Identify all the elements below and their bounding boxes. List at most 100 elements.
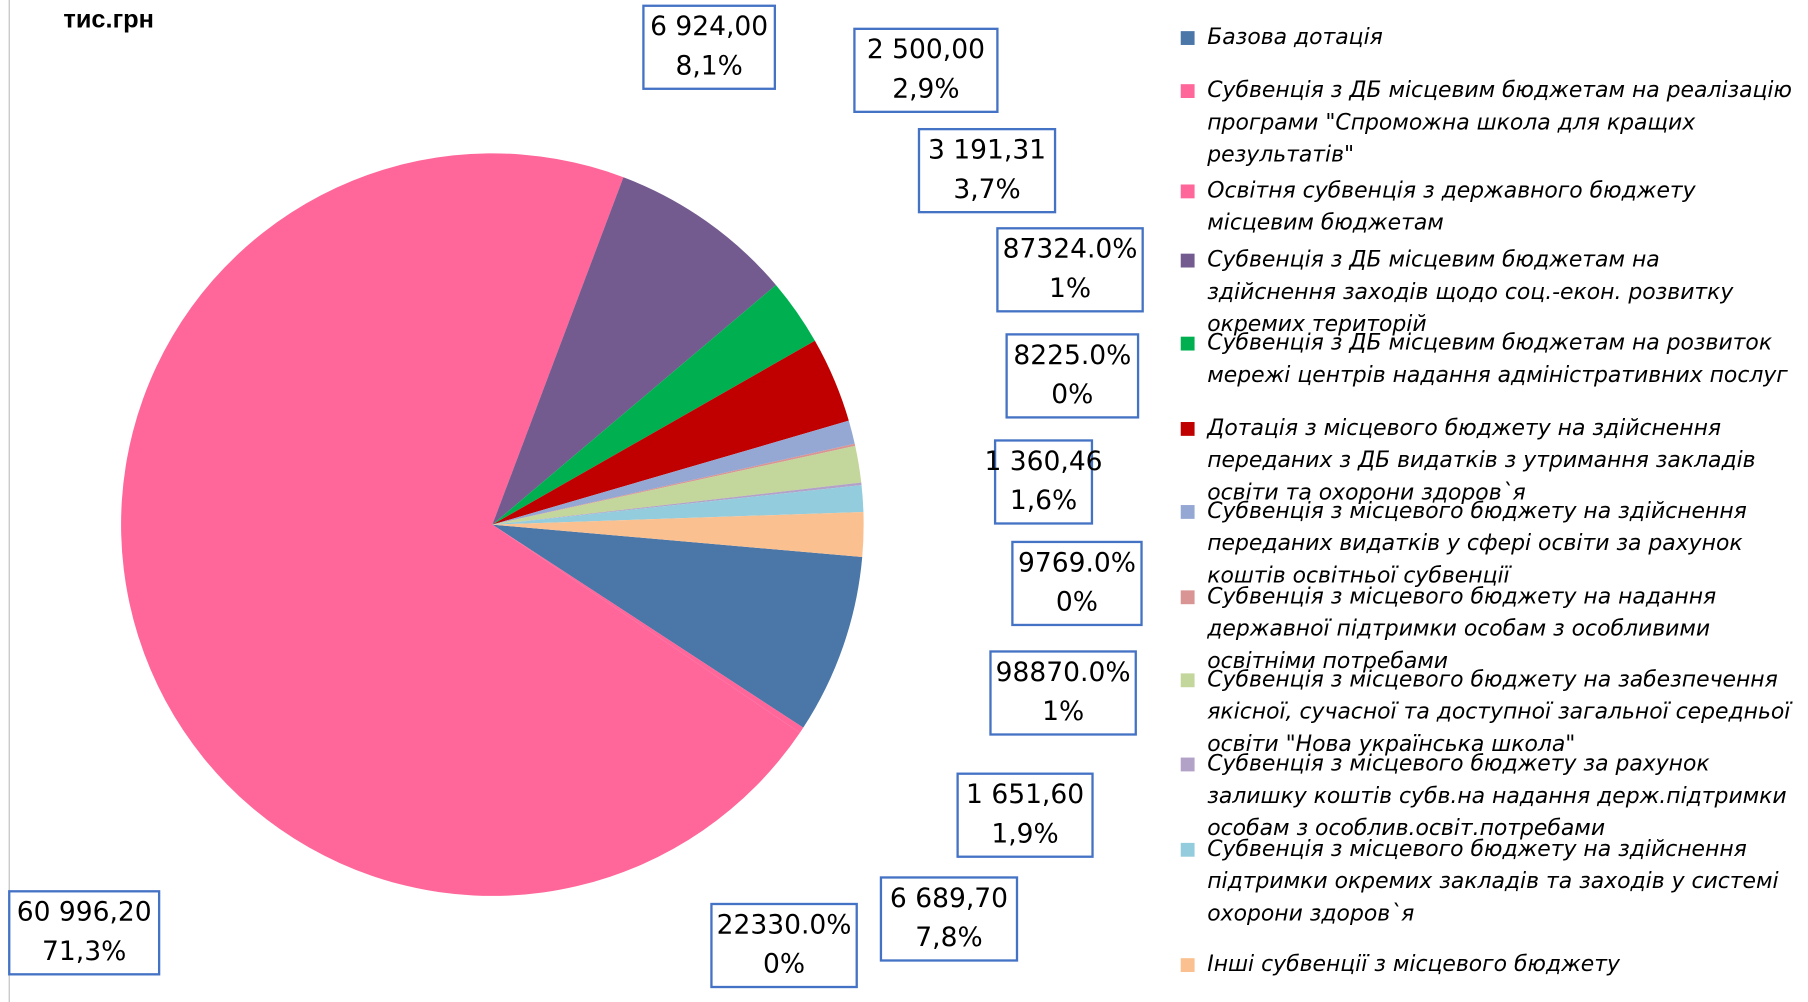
legend-line: якісної, сучасної та доступної загальної… bbox=[1207, 700, 1793, 725]
data-label-box bbox=[917, 127, 1057, 214]
data-label-value: 87324.0% bbox=[1003, 234, 1138, 265]
legend-line: Субвенція з місцевого бюджету на надання bbox=[1207, 584, 1716, 609]
data-label-percent: 8,1% bbox=[675, 50, 742, 81]
legend-marker bbox=[1180, 253, 1195, 268]
legend-line: здійснення заходів щодо соц.-екон. розви… bbox=[1207, 280, 1734, 305]
data-label-percent: 1,9% bbox=[991, 818, 1058, 849]
legend-line: програми "Спроможна школа для кращих bbox=[1207, 110, 1696, 135]
legend-line: результатів" bbox=[1206, 143, 1354, 168]
data-label-box bbox=[879, 876, 1019, 962]
legend-line: особам з особлив.освіт.потребами bbox=[1207, 816, 1605, 841]
legend-line: Субвенція з ДБ місцевим бюджетам на bbox=[1207, 248, 1659, 273]
data-label-value: 8225.0% bbox=[1013, 340, 1131, 371]
legend-line: окремих територій bbox=[1207, 312, 1426, 337]
pie-slice bbox=[492, 177, 776, 525]
data-label-value: 1 651,60 bbox=[966, 779, 1084, 810]
legend-line: переданих з ДБ видатків з утримання закл… bbox=[1207, 448, 1755, 473]
data-label-box bbox=[1011, 540, 1143, 627]
legend-line: Субвенція з ДБ місцевим бюджетам на реал… bbox=[1207, 78, 1792, 103]
legend-line: Освітня субвенція з державного бюджету bbox=[1207, 178, 1696, 203]
data-label-value: 6 924,00 bbox=[650, 11, 768, 42]
data-label-value: 98870.0% bbox=[996, 657, 1131, 688]
data-label-value: 60 996,20 bbox=[17, 897, 152, 928]
pie-slice bbox=[492, 512, 864, 557]
legend-label: Субвенція з ДБ місцевим бюджетам на реал… bbox=[1206, 78, 1792, 168]
data-label-value: 3 191,31 bbox=[928, 135, 1046, 166]
data-label-percent: 3,7% bbox=[953, 174, 1020, 205]
data-label-value: 9769.0% bbox=[1018, 547, 1136, 578]
pie-slice bbox=[121, 153, 800, 896]
legend-line: освітніми потребами bbox=[1207, 649, 1448, 674]
data-label-value: 2 500,00 bbox=[867, 34, 985, 65]
legend-label: Дотація з місцевого бюджету на здійсненн… bbox=[1206, 416, 1755, 506]
legend-marker bbox=[1180, 590, 1195, 605]
pie-slice bbox=[492, 340, 849, 525]
legend-line: Субвенція з місцевого бюджету на здійсне… bbox=[1207, 837, 1747, 862]
legend-line: освіти та охорони здоров`я bbox=[1207, 481, 1525, 506]
legend-label: Базова дотація bbox=[1207, 25, 1383, 50]
legend-label: Субвенція з місцевого бюджету на здійсне… bbox=[1207, 499, 1747, 589]
legend-line: Інші субвенції з місцевого бюджету bbox=[1207, 952, 1621, 977]
legend-label: Субвенція з місцевого бюджету за рахунок… bbox=[1207, 751, 1786, 841]
legend-line: державної підтримки особам з особливими bbox=[1206, 617, 1710, 642]
data-label-percent: 1% bbox=[1042, 696, 1084, 727]
legend-marker bbox=[1180, 842, 1195, 857]
data-label-percent: 71,3% bbox=[42, 936, 126, 967]
data-label-box bbox=[956, 772, 1094, 858]
data-label-percent: 7,8% bbox=[915, 922, 982, 953]
legend-label: Субвенція з ДБ місцевим бюджетам на здійс… bbox=[1207, 248, 1734, 338]
data-label-value: 6 689,70 bbox=[890, 883, 1008, 914]
legend-line: коштів освітньої субвенції bbox=[1207, 564, 1512, 589]
legend-line: Субвенція з місцевого бюджету на забезпе… bbox=[1207, 667, 1778, 692]
data-label-box bbox=[993, 439, 1094, 525]
legend-marker bbox=[1180, 84, 1195, 99]
data-label-percent: 0% bbox=[1051, 379, 1093, 410]
legend-label: Субвенція з місцевого бюджету на забезпе… bbox=[1207, 667, 1793, 757]
legend-line: Субвенція з місцевого бюджету за рахунок bbox=[1207, 751, 1710, 776]
pie-slice bbox=[492, 284, 815, 525]
pie-slice bbox=[492, 524, 804, 733]
legend-marker bbox=[1180, 184, 1195, 199]
data-label-percent: 0% bbox=[763, 949, 805, 980]
legend-marker bbox=[1180, 958, 1195, 973]
legend-label: Субвенція з місцевого бюджету на надання… bbox=[1206, 584, 1716, 674]
pie-slice bbox=[492, 443, 856, 525]
legend-marker bbox=[1180, 505, 1195, 519]
legend-line: мережі центрів надання адміністративних … bbox=[1207, 363, 1788, 388]
legend-line: переданих видатків у сфері освіти за рах… bbox=[1207, 531, 1743, 556]
legend-label: Освітня субвенція з державного бюджету мі… bbox=[1207, 178, 1696, 235]
legend-line: освіти "Нова українська школа" bbox=[1207, 732, 1575, 757]
chart-title: тис.грн bbox=[63, 5, 154, 33]
data-label-box bbox=[642, 4, 777, 90]
pie-slice bbox=[492, 420, 855, 525]
data-label-percent: 1,6% bbox=[1010, 485, 1077, 516]
legend-marker bbox=[1180, 336, 1195, 351]
legend-label: Субвенція з ДБ місцевим бюджетам на розв… bbox=[1207, 331, 1788, 388]
legend-marker bbox=[1180, 31, 1195, 45]
legend-line: Субвенція з місцевого бюджету на здійсне… bbox=[1207, 499, 1747, 524]
pie-slice bbox=[492, 482, 862, 525]
legend-line: підтримки окремих закладів та заходів у … bbox=[1207, 869, 1778, 894]
legend-line: залишку коштів субв.на надання держ.підт… bbox=[1207, 784, 1786, 809]
legend-marker bbox=[1180, 757, 1195, 772]
legend-marker bbox=[1180, 422, 1195, 436]
data-label-box bbox=[8, 890, 161, 976]
pie-slice bbox=[492, 524, 863, 728]
pie-slice bbox=[492, 445, 862, 525]
data-label-value: 1 360,46 bbox=[984, 446, 1102, 477]
legend-line: охорони здоров`я bbox=[1207, 901, 1414, 926]
data-label-box bbox=[853, 27, 999, 113]
data-label-box bbox=[710, 902, 858, 989]
legend-marker bbox=[1180, 673, 1195, 688]
pie-slice bbox=[492, 485, 864, 525]
data-label-box bbox=[989, 650, 1137, 736]
data-label-percent: 1% bbox=[1049, 273, 1091, 304]
legend-line: Субвенція з ДБ місцевим бюджетам на розв… bbox=[1207, 331, 1773, 356]
data-label-box bbox=[996, 227, 1144, 313]
legend-label: Інші субвенції з місцевого бюджету bbox=[1207, 952, 1621, 977]
legend-line: місцевим бюджетам bbox=[1207, 211, 1444, 236]
legend-line: Базова дотація bbox=[1207, 25, 1383, 50]
data-label-box bbox=[1005, 333, 1140, 419]
data-label-percent: 0% bbox=[1056, 587, 1098, 618]
